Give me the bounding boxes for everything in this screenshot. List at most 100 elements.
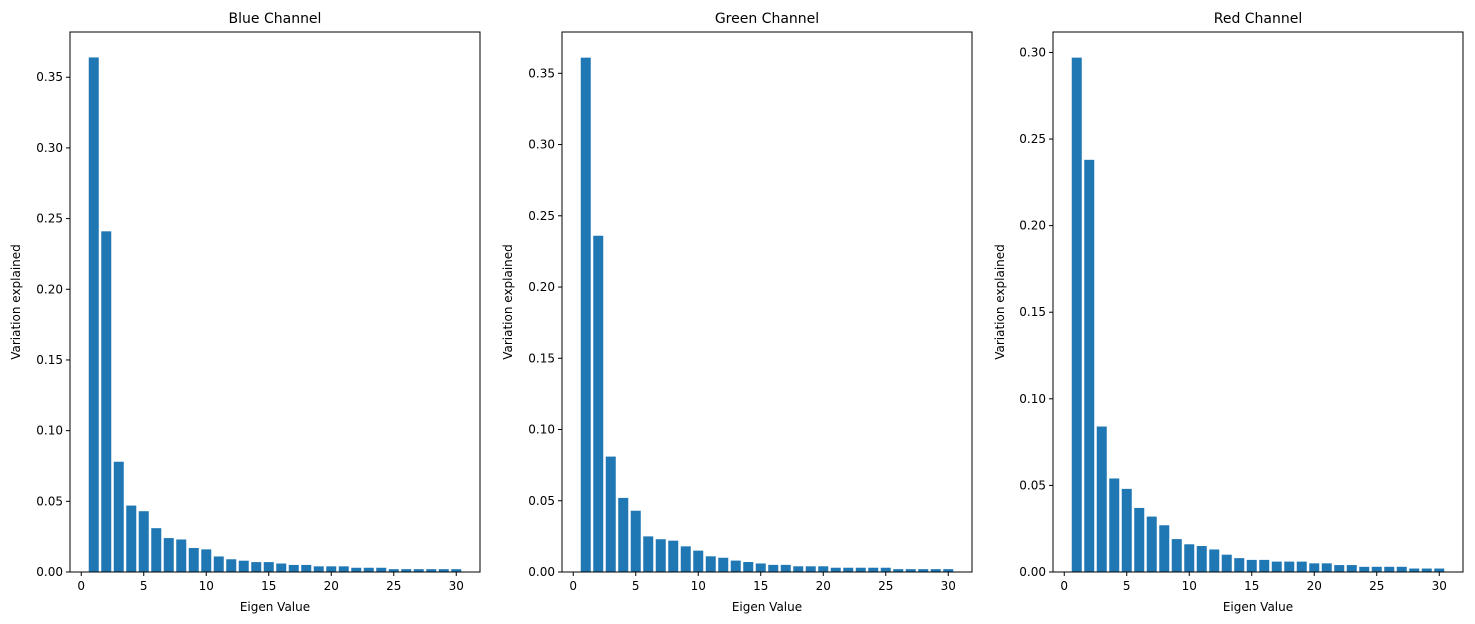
bar <box>363 567 374 572</box>
bar <box>101 231 112 572</box>
bar <box>213 556 224 572</box>
bar <box>643 536 654 572</box>
chart-title: Blue Channel <box>229 11 322 27</box>
bar <box>288 564 299 572</box>
plot-area: 0 5 10 15 20 25 30 0.00 0.05 0.10 0.15 0.20 0.25 0.30… <box>36 31 481 593</box>
bar <box>163 538 174 572</box>
bar <box>805 566 816 572</box>
x-tick-label: 0 <box>569 579 577 593</box>
x-tick-label: 30 <box>1432 579 1447 593</box>
axes-frame <box>69 31 481 573</box>
x-tick-label: 20 <box>816 579 831 593</box>
y-tick-label: 0.00 <box>528 565 555 579</box>
bar <box>818 566 829 572</box>
bar <box>1209 549 1220 572</box>
y-axis-label: Variation explained <box>9 244 23 360</box>
bar <box>843 567 854 572</box>
bar <box>351 567 362 572</box>
axes-frame <box>561 31 973 573</box>
x-tick-label: 5 <box>632 579 640 593</box>
x-tick-label: 10 <box>199 579 214 593</box>
y-tick-label: 0.05 <box>528 494 555 508</box>
bar <box>1084 159 1095 573</box>
bar <box>1371 566 1382 572</box>
bar <box>401 569 412 572</box>
bar <box>780 564 791 572</box>
bar <box>438 569 449 572</box>
bar <box>201 549 212 572</box>
bar <box>413 569 424 572</box>
x-tick-label: 25 <box>386 579 401 593</box>
bar <box>1159 525 1170 572</box>
x-tick-label: 15 <box>753 579 768 593</box>
y-axis-label: Variation explained <box>501 244 515 360</box>
x-tick-label: 10 <box>691 579 706 593</box>
bar <box>893 569 904 572</box>
y-tick-label: 0.20 <box>1019 219 1046 233</box>
x-tick-label: 30 <box>941 579 956 593</box>
bar <box>1171 539 1182 572</box>
x-axis-label: Eigen Value <box>1223 600 1293 614</box>
bar <box>1309 563 1320 572</box>
x-tick-label: 0 <box>77 579 85 593</box>
y-axis-label: Variation explained <box>993 244 1007 360</box>
x-tick-label: 15 <box>261 579 276 593</box>
bar <box>580 57 591 573</box>
y-tick-label: 0.00 <box>36 565 63 579</box>
bar <box>1271 561 1282 572</box>
bar <box>743 562 754 572</box>
x-tick-label: 10 <box>1182 579 1197 593</box>
bar <box>1359 566 1370 572</box>
bar <box>1284 561 1295 572</box>
bar <box>705 556 716 572</box>
bar <box>930 569 941 572</box>
subplot-green-channel: Green Channel Eigen Value Variation expl… <box>501 11 973 614</box>
bar <box>868 567 879 572</box>
bar <box>693 550 704 572</box>
bar <box>1346 565 1357 572</box>
bar <box>88 57 99 573</box>
bar <box>1184 544 1195 572</box>
y-tick-label: 0.15 <box>36 353 63 367</box>
x-tick-label: 5 <box>1123 579 1131 593</box>
plot-area: 0 5 10 15 20 25 30 0.00 0.05 0.10 0.15 0.20 0.25 0.30 <box>1019 31 1464 593</box>
y-tick-label: 0.30 <box>1019 45 1046 59</box>
x-tick-label: 25 <box>878 579 893 593</box>
bar <box>1321 563 1332 572</box>
y-tick-label: 0.35 <box>528 66 555 80</box>
x-tick-label: 20 <box>1307 579 1322 593</box>
x-tick-label: 0 <box>1060 579 1068 593</box>
bar <box>301 564 312 572</box>
bar <box>326 566 337 572</box>
bar <box>793 566 804 572</box>
y-tick-label: 0.05 <box>36 494 63 508</box>
bar <box>655 539 666 572</box>
bar <box>730 560 741 572</box>
y-tick-label: 0.30 <box>528 138 555 152</box>
bar <box>188 547 199 572</box>
bar <box>276 563 287 572</box>
bar <box>943 569 954 572</box>
bar <box>1259 559 1270 572</box>
bar <box>718 557 729 572</box>
bar <box>1409 568 1420 572</box>
x-tick-label: 15 <box>1244 579 1259 593</box>
x-tick-label: 30 <box>449 579 464 593</box>
bar <box>1421 568 1432 572</box>
bar <box>830 567 841 572</box>
bar <box>126 505 137 572</box>
bar <box>1071 57 1082 572</box>
bar <box>113 461 124 572</box>
bar <box>226 559 237 572</box>
x-axis-label: Eigen Value <box>240 600 310 614</box>
bar <box>1396 566 1407 572</box>
bar <box>176 539 187 572</box>
bar <box>1146 516 1157 572</box>
chart-title: Red Channel <box>1214 11 1303 27</box>
y-tick-label: 0.15 <box>528 351 555 365</box>
subplot-red-channel: Red Channel Eigen Value Variation explai… <box>993 11 1464 614</box>
bar <box>1109 478 1120 572</box>
bar <box>251 562 262 572</box>
chart-title: Green Channel <box>715 11 819 27</box>
plot-area: 0 5 10 15 20 25 30 0.00 0.05 0.10 0.15 0.20 0.25 0.30… <box>528 31 973 593</box>
